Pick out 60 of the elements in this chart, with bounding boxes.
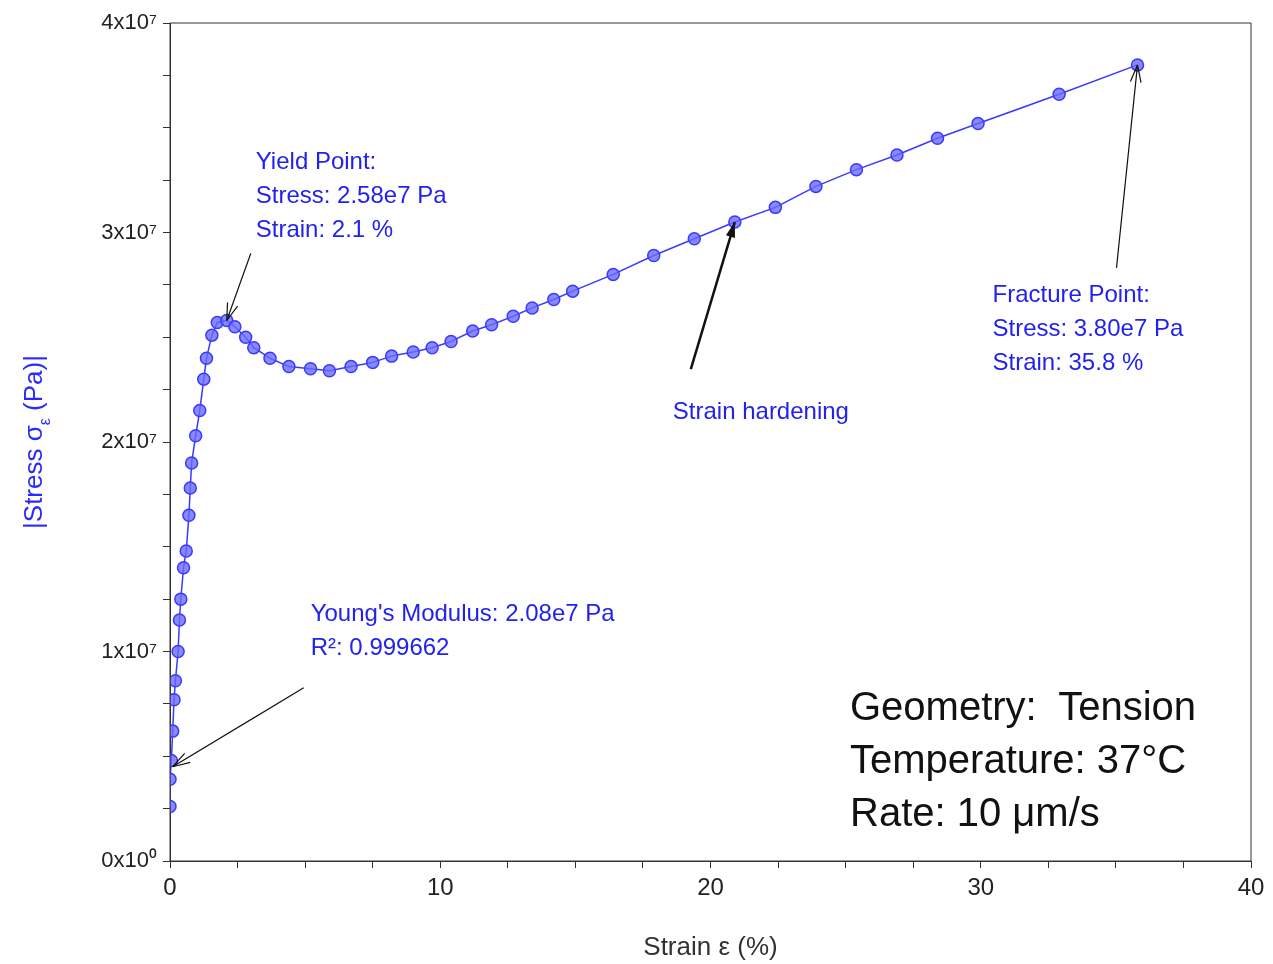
point (768, 200, 783, 215)
x-axis-title: Strain ε (%) (643, 931, 778, 961)
point (484, 317, 499, 332)
point (247, 340, 261, 355)
y-tick-label: 0x10⁰ (101, 847, 157, 873)
point (547, 292, 561, 307)
point (525, 301, 539, 315)
point (849, 162, 864, 177)
y-tick-label: 4x10⁷ (101, 9, 158, 35)
point (192, 403, 207, 418)
point (263, 351, 277, 365)
annotation: Fracture Point: Stress: 3.80e7 Pa Strain: 35.8 % (992, 279, 1184, 375)
point (172, 613, 187, 627)
point (322, 364, 337, 378)
point (205, 328, 219, 342)
point (506, 309, 520, 324)
point (365, 355, 380, 370)
point (425, 340, 439, 355)
point (184, 456, 199, 470)
annotation: Strain hardening (672, 397, 849, 425)
point (238, 330, 253, 344)
annotation: Yield Point: Stress: 2.58e7 Pa Strain: 2.1 % (255, 147, 448, 243)
point (647, 248, 661, 263)
point (282, 359, 296, 374)
point (971, 116, 985, 131)
point (606, 267, 620, 282)
x-tick-label: 40 (1237, 873, 1265, 901)
point (406, 345, 420, 359)
y-axis-title: |Stress σε (Pa)| (18, 355, 53, 529)
y-tick-label: 2x10⁷ (101, 428, 158, 454)
point (809, 179, 823, 194)
point (176, 560, 191, 575)
point (344, 359, 358, 374)
x-tick-label: 0 (163, 873, 177, 901)
y-tick-label: 3x10⁷ (101, 218, 158, 244)
x-tick-label: 30 (967, 873, 995, 901)
point (303, 361, 318, 376)
point (930, 131, 945, 145)
point (444, 334, 458, 349)
point (890, 148, 904, 162)
point (228, 320, 242, 334)
point (174, 592, 188, 606)
x-tick-label: 20 (697, 873, 724, 901)
x-tick-label: 10 (426, 873, 454, 901)
point (171, 644, 185, 659)
point (183, 481, 198, 495)
annotation: Young's Modulus: 2.08e7 Pa R²: 0.999662 (310, 598, 616, 660)
point (179, 544, 193, 558)
point (188, 428, 203, 443)
point (197, 372, 211, 386)
annotation: Geometry: Tension Temperature: 37°C Rate: 10 μm/s (850, 684, 1197, 834)
y-tick-label: 1x10⁷ (101, 637, 158, 663)
point (1052, 87, 1066, 101)
point (170, 674, 183, 688)
point (465, 324, 480, 338)
point (384, 349, 399, 363)
point (182, 508, 196, 523)
point (687, 232, 702, 246)
point (199, 351, 214, 365)
point (565, 284, 580, 298)
